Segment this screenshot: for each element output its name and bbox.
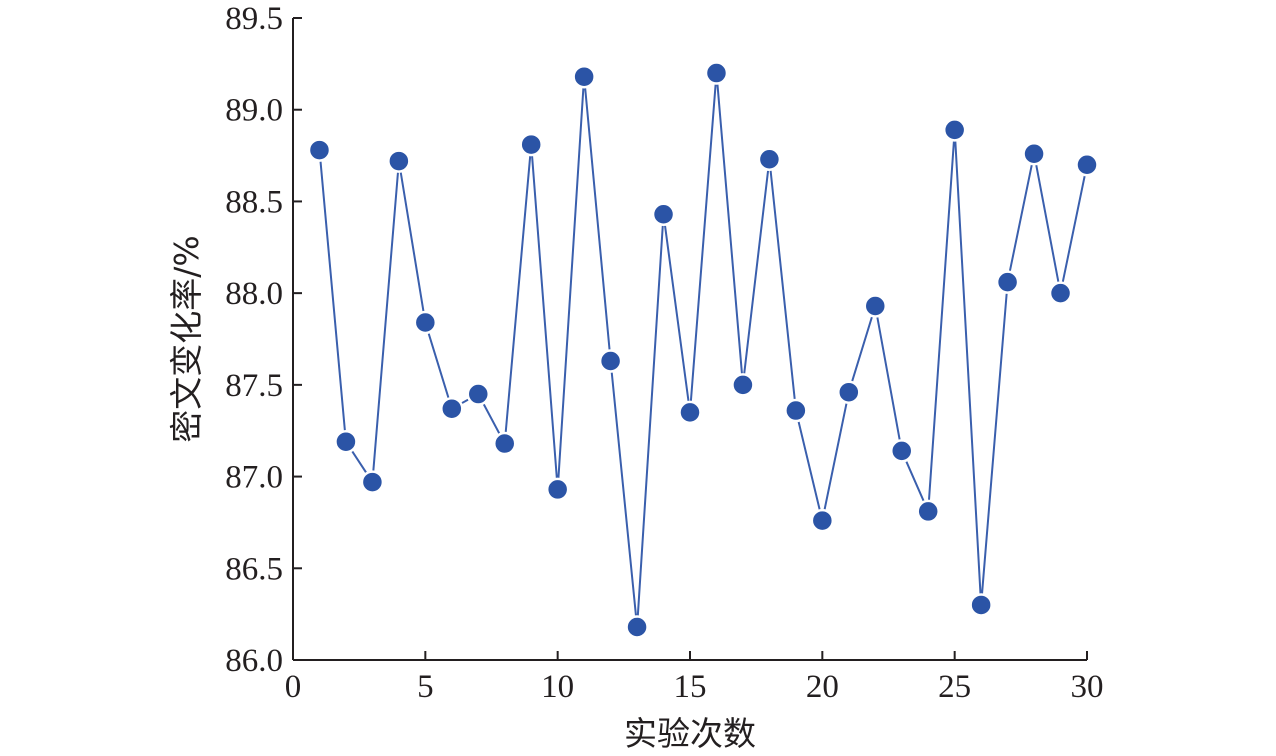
data-point	[678, 400, 702, 425]
data-point	[598, 349, 623, 373]
data-point	[837, 380, 861, 404]
axes	[292, 18, 1087, 661]
x-tick-label: 5	[417, 669, 434, 705]
data-point	[1048, 281, 1073, 305]
data-point	[360, 470, 385, 494]
x-ticks: 0 5 10 15 20 25 30	[285, 651, 1104, 705]
y-ticks: 86.0 86.5 87.0 87.5 88.0 88.5 89.0 89.5	[225, 1, 302, 679]
data-point	[334, 429, 358, 454]
data-point	[307, 138, 332, 162]
x-axis-title: 实验次数	[624, 714, 756, 753]
data-point	[731, 373, 755, 397]
data-point	[413, 310, 438, 335]
y-tick-label: 89.5	[225, 1, 283, 37]
data-point	[810, 508, 835, 533]
data-point	[969, 593, 993, 617]
data-point	[545, 477, 570, 502]
x-tick-label: 0	[285, 669, 302, 705]
data-point	[916, 499, 940, 524]
data-point	[704, 61, 729, 85]
y-axis-title: 密文变化率/%	[167, 235, 206, 442]
data-points	[307, 61, 1099, 639]
data-point	[651, 202, 676, 227]
data-point	[784, 398, 808, 423]
data-point	[995, 270, 1020, 294]
data-point	[757, 147, 782, 171]
data-point	[1022, 141, 1046, 166]
y-tick-label: 87.5	[225, 368, 283, 404]
x-tick-label: 15	[674, 669, 707, 705]
y-tick-label: 89.0	[225, 93, 283, 129]
data-point	[572, 64, 596, 89]
x-tick-label: 20	[806, 669, 839, 705]
y-tick-label: 88.0	[225, 276, 283, 312]
y-tick-label: 88.5	[225, 184, 283, 220]
data-point	[625, 615, 649, 639]
y-tick-label: 87.0	[225, 460, 283, 496]
x-tick-label: 30	[1071, 669, 1104, 705]
data-point	[863, 294, 888, 318]
series-line	[318, 72, 1088, 628]
y-tick-label: 86.0	[225, 643, 283, 679]
data-point	[387, 149, 411, 173]
data-point	[440, 396, 464, 421]
data-point	[466, 382, 491, 406]
y-tick-label: 86.5	[225, 551, 283, 587]
x-tick-label: 10	[541, 669, 574, 705]
data-point	[942, 118, 967, 142]
data-point	[519, 132, 543, 157]
x-tick-label: 25	[938, 669, 971, 705]
data-point	[492, 431, 517, 456]
data-point	[889, 439, 914, 463]
data-point	[1075, 152, 1099, 177]
